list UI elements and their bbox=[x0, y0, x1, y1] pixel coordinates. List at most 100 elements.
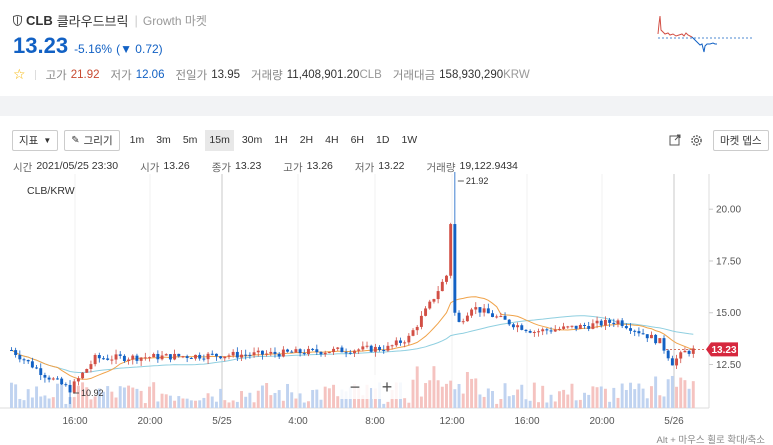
volume-bar bbox=[687, 388, 691, 408]
fullscreen-icon[interactable] bbox=[669, 129, 681, 151]
indicator-label: 지표 bbox=[19, 134, 39, 147]
volume-bar bbox=[612, 387, 616, 408]
draw-button[interactable]: ✎ 그리기 bbox=[64, 129, 120, 151]
volume-bar bbox=[382, 403, 386, 408]
x-tick-label: 8:00 bbox=[365, 416, 385, 427]
candle-body bbox=[185, 356, 189, 358]
draw-label: 그리기 bbox=[83, 134, 113, 147]
symbol: CLB bbox=[26, 13, 53, 28]
candle-body bbox=[624, 326, 628, 329]
candle-body bbox=[127, 359, 131, 362]
zoom-in-button[interactable] bbox=[372, 375, 402, 399]
stat-high-value: 21.92 bbox=[70, 68, 100, 81]
change-percent: -5.16% bbox=[74, 42, 113, 56]
candle-body bbox=[474, 307, 478, 310]
volume-bar bbox=[30, 397, 34, 408]
volume-bar bbox=[629, 382, 633, 408]
timeframe-2H[interactable]: 2H bbox=[299, 133, 314, 146]
candle-body bbox=[110, 359, 114, 361]
volume-bar bbox=[235, 401, 239, 408]
x-tick-label: 4:00 bbox=[288, 416, 308, 427]
volume-bar bbox=[482, 396, 486, 408]
volume-bar bbox=[202, 397, 206, 408]
market-depth-button[interactable]: 마켓 뎁스 bbox=[713, 130, 769, 151]
volume-bar bbox=[327, 388, 331, 408]
candle-body bbox=[373, 346, 377, 352]
volume-bar bbox=[298, 393, 302, 408]
volume-bar bbox=[35, 386, 39, 408]
price-chart[interactable]: CLB/KRW 20.00 17.50 15.00 12.50 16:00 20:00 5… bbox=[0, 172, 773, 432]
settings-gear-icon[interactable] bbox=[690, 129, 703, 151]
candle-body bbox=[240, 354, 243, 358]
volume-bar bbox=[93, 396, 97, 408]
candle-body bbox=[298, 349, 302, 354]
volume-bar bbox=[679, 377, 683, 408]
pencil-icon: ✎ bbox=[71, 134, 80, 146]
mini-chart bbox=[657, 15, 753, 53]
timeframe-3m[interactable]: 3m bbox=[156, 133, 171, 146]
star-icon[interactable]: ☆ bbox=[13, 66, 26, 82]
stat-amount-value: 158,930,290 bbox=[439, 68, 504, 81]
stat-row: ☆ 고가 21.92 저가 12.06 전일가 13.95 거래량 11,408… bbox=[13, 66, 530, 83]
candle-body bbox=[235, 351, 239, 358]
candle-body bbox=[189, 357, 193, 359]
volume-bar bbox=[231, 400, 235, 408]
timeframe-1m[interactable]: 1m bbox=[129, 133, 145, 146]
volume-bar bbox=[407, 402, 411, 408]
candle-body bbox=[148, 357, 151, 359]
candle-body bbox=[177, 353, 181, 357]
candle-body bbox=[603, 319, 607, 326]
volume-bar bbox=[311, 389, 315, 408]
volume-bar bbox=[89, 399, 93, 408]
volume-bar bbox=[654, 376, 658, 408]
candle-body bbox=[97, 355, 101, 359]
zoom-controls: − + bbox=[340, 375, 402, 399]
candle-body bbox=[348, 352, 352, 354]
candle-body bbox=[219, 356, 223, 359]
volume-bar bbox=[583, 392, 586, 408]
candle-body bbox=[549, 330, 553, 332]
timeframe-1W[interactable]: 1W bbox=[401, 133, 418, 146]
timeframe-1H[interactable]: 1H bbox=[274, 133, 288, 146]
volume-bar bbox=[265, 383, 269, 408]
high-marker-label: 21.92 bbox=[466, 176, 489, 186]
volume-bar bbox=[189, 400, 193, 408]
timeframe-30m[interactable]: 30m bbox=[241, 133, 263, 146]
zoom-out-button[interactable] bbox=[340, 375, 370, 399]
timeframe-15m[interactable]: 15m bbox=[205, 129, 234, 151]
volume-bar bbox=[616, 397, 620, 408]
timeframe-6H[interactable]: 6H bbox=[350, 133, 365, 146]
candle-body bbox=[595, 320, 599, 324]
candle-body bbox=[616, 320, 620, 325]
volume-bar bbox=[344, 391, 348, 408]
timeframe-4H[interactable]: 4H bbox=[325, 133, 339, 146]
indicator-button[interactable]: 지표 ▼ bbox=[12, 129, 59, 151]
candle-body bbox=[407, 335, 411, 343]
candle-body bbox=[18, 354, 22, 360]
timeframe-5m[interactable]: 5m bbox=[182, 133, 198, 146]
candle-body bbox=[482, 308, 486, 313]
volume-bar bbox=[56, 383, 59, 408]
candle-body bbox=[570, 325, 574, 327]
candle-body bbox=[691, 348, 695, 354]
candle-body bbox=[654, 334, 658, 344]
candle-body bbox=[662, 338, 666, 351]
stat-amount-label: 거래대금 bbox=[392, 69, 436, 82]
candle-body bbox=[553, 329, 557, 332]
ohlc-close-value: 13.23 bbox=[235, 160, 262, 172]
candle-body bbox=[302, 353, 306, 355]
timeframe-1D[interactable]: 1D bbox=[376, 133, 390, 146]
candle-body bbox=[424, 308, 428, 316]
volume-bar bbox=[562, 389, 566, 408]
candle-body bbox=[85, 369, 89, 373]
volume-bar bbox=[273, 392, 277, 408]
market-label: Growth 마켓 bbox=[142, 14, 207, 28]
volume-bar bbox=[131, 387, 135, 408]
candle-body bbox=[319, 352, 323, 355]
volume-bar bbox=[118, 386, 122, 408]
ohlc-readout: 시간 2021/05/25 23:30 시가 13.26 종가 13.23 고가… bbox=[13, 160, 540, 175]
volume-bar bbox=[47, 398, 51, 408]
volume-bar bbox=[185, 398, 189, 408]
volume-bar bbox=[361, 395, 365, 408]
ohlc-volume-value: 19,122.9434 bbox=[459, 160, 518, 172]
